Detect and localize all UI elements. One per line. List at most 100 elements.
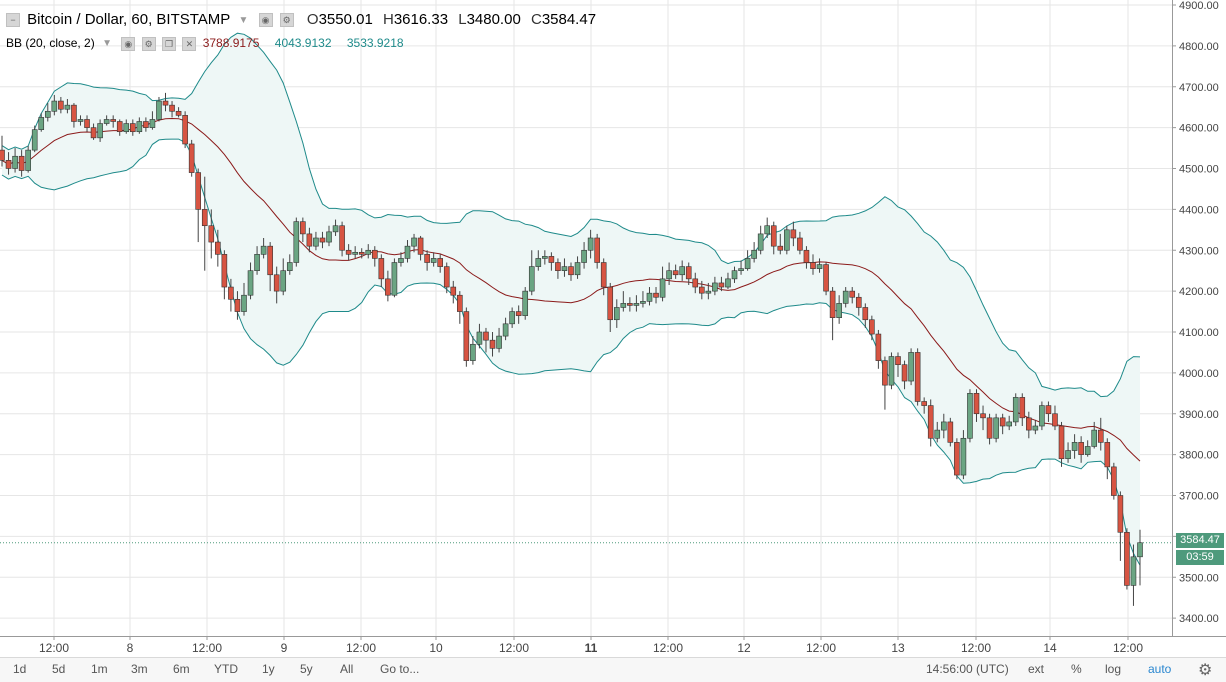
candle-body [555, 262, 561, 271]
candle-body [542, 256, 548, 259]
candle-body [738, 268, 744, 271]
candle-body [659, 278, 666, 298]
time-tick-label: 12:00 [39, 641, 69, 655]
candle-body [653, 292, 659, 298]
candle-body [215, 241, 221, 255]
close-icon[interactable]: ✕ [182, 36, 197, 51]
candle-body [947, 421, 954, 443]
candle-body [332, 225, 339, 233]
candle-body [476, 331, 483, 345]
candle-body [483, 331, 489, 341]
time-tick-label: 12 [737, 641, 751, 655]
candle-body [777, 245, 784, 251]
candle-body [1137, 542, 1143, 558]
price-tick-label: 4400.00 [1179, 204, 1219, 216]
price-axis: 3400.003500.003600.003700.003800.003900.… [1172, 0, 1226, 636]
candle-body [986, 417, 993, 439]
candle-body [901, 364, 908, 382]
timeframe-1y[interactable]: 1y [262, 662, 275, 676]
candle-body [1045, 405, 1052, 415]
candle-body [535, 258, 542, 267]
price-tick-label: 4700.00 [1179, 82, 1219, 94]
candle-body [1006, 421, 1012, 427]
candle-body [1071, 442, 1078, 451]
candle-body [581, 249, 587, 263]
candle-body [797, 237, 803, 251]
candle-body [627, 303, 633, 306]
candle-body [607, 286, 614, 321]
timeframe-3m[interactable]: 3m [131, 662, 148, 676]
ext-toggle[interactable]: ext [1028, 662, 1045, 676]
candle-body [64, 104, 71, 110]
timeframe-1d[interactable]: 1d [13, 662, 27, 676]
candle-body [31, 129, 38, 151]
candle-body [254, 254, 260, 271]
price-tick-label: 4600.00 [1179, 123, 1219, 135]
timeframe-5y[interactable]: 5y [300, 662, 313, 676]
candle-body [940, 421, 947, 431]
candle-body [927, 405, 934, 439]
candle-body [921, 401, 927, 406]
timeframe-ytd[interactable]: YTD [214, 662, 238, 676]
candle-body [528, 266, 535, 292]
price-chart[interactable]: 3400.003500.003600.003700.003800.003900.… [0, 0, 1226, 657]
timeframe-6m[interactable]: 6m [173, 662, 190, 676]
timeframe-5d[interactable]: 5d [52, 662, 66, 676]
eye-icon[interactable]: ◉ [121, 36, 136, 51]
collapse-icon[interactable]: − [6, 13, 20, 28]
time-tick-label: 10 [429, 641, 443, 655]
bar-countdown-tag: 03:59 [1176, 550, 1224, 565]
percent-toggle[interactable]: % [1071, 662, 1082, 676]
price-tick-label: 3700.00 [1179, 491, 1219, 503]
indicator-name: BB (20, close, 2) [6, 36, 95, 50]
auto-toggle[interactable]: auto [1148, 662, 1172, 676]
candle-body [116, 121, 123, 133]
goto-button[interactable]: Go to... [380, 662, 420, 676]
candle-body [371, 249, 378, 259]
candle-body [457, 294, 463, 312]
candle-body [175, 110, 182, 116]
candle-body [751, 249, 757, 259]
ohlc-close: C3584.47 [530, 11, 597, 28]
candle-body [1111, 466, 1117, 496]
bb-upper-value: 4043.9132 [274, 36, 332, 50]
timeframe-all[interactable]: All [340, 662, 354, 676]
gear-icon[interactable]: ⚙ [1198, 662, 1213, 679]
candle-body [836, 303, 842, 318]
candle-body [319, 237, 326, 243]
candle-body [1065, 450, 1071, 460]
chevron-down-icon[interactable]: ▼ [102, 38, 112, 50]
candle-body [12, 155, 18, 169]
candle-body [770, 225, 777, 247]
timeframe-1m[interactable]: 1m [91, 662, 108, 676]
duplicate-icon[interactable]: ❐ [162, 36, 176, 51]
time-tick-label: 12:00 [346, 641, 376, 655]
candle-body [90, 127, 97, 139]
candle-body [463, 311, 470, 361]
candle-body [306, 233, 313, 247]
candle-body [280, 270, 287, 292]
candle-body [1058, 425, 1065, 460]
price-tick-label: 3400.00 [1179, 613, 1219, 625]
candle-body [489, 339, 496, 349]
settings-icon[interactable]: ⚙ [141, 36, 156, 51]
settings-icon[interactable]: ⚙ [279, 13, 294, 28]
candle-body [829, 290, 836, 318]
candle-body [1026, 417, 1032, 431]
candle-body [502, 323, 509, 337]
candle-body [424, 254, 430, 263]
candle-body [1104, 442, 1111, 468]
ohlc-low: L3480.00 [458, 11, 521, 28]
chevron-down-icon[interactable]: ▼ [238, 14, 249, 26]
log-toggle[interactable]: log [1105, 662, 1122, 676]
candle-body [646, 292, 653, 302]
eye-icon[interactable]: ◉ [258, 13, 273, 28]
candle-body [993, 417, 999, 439]
candle-body [613, 307, 620, 321]
time-tick-label: 14 [1043, 641, 1057, 655]
candle-body [1084, 446, 1091, 455]
candle-body [967, 393, 973, 439]
candle-body [201, 209, 208, 227]
candle-body [1097, 429, 1104, 443]
candle-body [18, 155, 25, 171]
